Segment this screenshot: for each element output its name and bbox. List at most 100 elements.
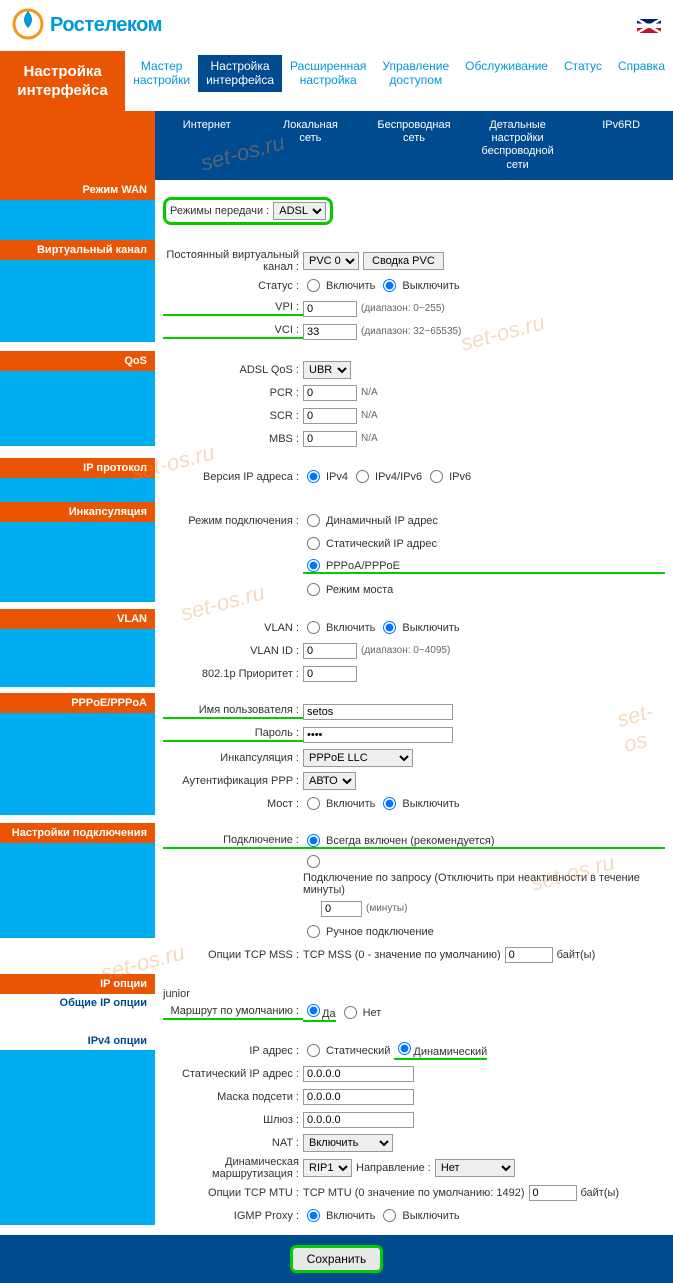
section-ipopt-common: Общие IP опции [0, 994, 155, 1012]
top-tabs: Мастер настройки Настройка интерфейса Ра… [125, 51, 673, 111]
ip-addr-label: IP адрес : [163, 1045, 303, 1057]
footer-bar: Сохранить [0, 1235, 673, 1283]
encap-select[interactable]: PPPoE LLC [303, 749, 413, 767]
priority-label: 802.1p Приоритет : [163, 668, 303, 680]
dyn-ip-radio[interactable] [307, 514, 320, 527]
header: Ростелеком [0, 0, 673, 51]
vlan-id-input[interactable] [303, 643, 357, 659]
ipv4v6-radio[interactable] [356, 470, 369, 483]
encap-label: Инкапсуляция : [163, 752, 303, 764]
ipv6-radio[interactable] [430, 470, 443, 483]
status-enable-radio[interactable] [307, 279, 320, 292]
section-conn: Настройки подключения [0, 823, 155, 843]
pcr-input[interactable] [303, 385, 357, 401]
vlan-disable-radio[interactable] [383, 621, 396, 634]
tab-maintenance[interactable]: Обслуживание [457, 55, 556, 77]
bridge-enable-radio[interactable] [307, 797, 320, 810]
section-ipopt: IP опции [0, 974, 155, 994]
ip-dynamic-radio[interactable] [398, 1042, 411, 1055]
dyn-route-label: Динамическая маршрутизация : [163, 1156, 303, 1180]
main-navigation: Настройка интерфейса Мастер настройки На… [0, 51, 673, 111]
vci-label: VCI : [163, 324, 303, 339]
vpi-input[interactable] [303, 301, 357, 317]
connection-label: Подключение : [163, 834, 303, 849]
pcr-label: PCR : [163, 387, 303, 399]
password-label: Пароль : [163, 727, 303, 742]
username-label: Имя пользователя : [163, 704, 303, 719]
priority-input[interactable] [303, 666, 357, 682]
subtab-wireless-detail[interactable]: Детальные настройки беспроводной сети [466, 111, 570, 180]
igmp-disable-radio[interactable] [383, 1209, 396, 1222]
mask-input[interactable] [303, 1089, 414, 1105]
section-qos: QoS [0, 351, 155, 371]
save-button[interactable]: Сохранить [290, 1245, 384, 1273]
ipv4-radio[interactable] [307, 470, 320, 483]
mask-label: Маска подсети : [163, 1091, 303, 1103]
brand-name: Ростелеком [50, 14, 162, 37]
vci-input[interactable] [303, 324, 357, 340]
igmp-label: IGMP Proxy : [163, 1210, 303, 1222]
pvc-label: Постоянный виртуальный канал : [163, 249, 303, 273]
subtab-lan[interactable]: Локальная сеть [259, 111, 363, 180]
vpi-label: VPI : [163, 301, 303, 316]
static-ip-label: Статический IP адрес : [163, 1068, 303, 1080]
static-ip-input[interactable] [303, 1066, 414, 1082]
logo-icon [12, 8, 50, 43]
rip-select[interactable]: RIP1 [303, 1159, 352, 1177]
scr-label: SCR : [163, 410, 303, 422]
tab-status[interactable]: Статус [556, 55, 610, 77]
scr-input[interactable] [303, 408, 357, 424]
demand-minutes-input[interactable] [321, 901, 362, 917]
active-section-title: Настройка интерфейса [0, 51, 125, 111]
username-input[interactable] [303, 704, 453, 720]
tab-advanced[interactable]: Расширенная настройка [282, 55, 374, 92]
subtab-internet[interactable]: Интернет [155, 111, 259, 180]
def-route-label: Маршрут по умолчанию : [163, 1005, 303, 1020]
tcp-mss-input[interactable] [505, 947, 553, 963]
tcp-mtu-input[interactable] [529, 1185, 577, 1201]
always-on-radio[interactable] [307, 834, 320, 847]
tab-help[interactable]: Справка [610, 55, 673, 77]
pvc-select[interactable]: PVC 0 [303, 252, 359, 270]
tcp-mtu-label: Опции TCP MTU : [163, 1187, 303, 1199]
manual-radio[interactable] [307, 925, 320, 938]
nat-select[interactable]: Включить [303, 1134, 393, 1152]
language-flag-icon[interactable] [637, 19, 661, 33]
route-no-radio[interactable] [344, 1006, 357, 1019]
conn-mode-label: Режим подключения : [163, 515, 303, 527]
subtab-ipv6rd[interactable]: IPv6RD [569, 111, 673, 180]
on-demand-radio[interactable] [307, 855, 320, 868]
vlan-enable-radio[interactable] [307, 621, 320, 634]
pvc-summary-button[interactable]: Сводка PVC [363, 252, 444, 270]
tab-wizard[interactable]: Мастер настройки [125, 55, 198, 92]
section-vlan: VLAN [0, 609, 155, 629]
bridge2-label: Мост : [163, 798, 303, 810]
section-wan: Режим WAN [0, 180, 155, 200]
tab-access[interactable]: Управление доступом [374, 55, 457, 92]
section-ipv4opt: IPv4 опции [0, 1032, 155, 1050]
igmp-enable-radio[interactable] [307, 1209, 320, 1222]
gateway-input[interactable] [303, 1112, 414, 1128]
pppoa-radio[interactable] [307, 559, 320, 572]
bridge-radio[interactable] [307, 583, 320, 596]
direction-select[interactable]: Нет [435, 1159, 515, 1177]
stat-ip-radio[interactable] [307, 537, 320, 550]
bridge-disable-radio[interactable] [383, 797, 396, 810]
tab-interface[interactable]: Настройка интерфейса [198, 55, 282, 92]
transfer-mode-select[interactable]: ADSL [273, 202, 326, 220]
section-vc: Виртуальный канал [0, 240, 155, 260]
status-disable-radio[interactable] [383, 279, 396, 292]
section-encap: Инкапсуляция [0, 502, 155, 522]
tcp-mss-label: Опции TCP MSS : [163, 949, 303, 961]
adsl-qos-select[interactable]: UBR [303, 361, 351, 379]
password-input[interactable] [303, 727, 453, 743]
sub-navigation: Интернет Локальная сеть Беспроводная сет… [0, 111, 673, 180]
vlan-label: VLAN : [163, 622, 303, 634]
nat-label: NAT : [163, 1137, 303, 1149]
ppp-auth-select[interactable]: АВТО [303, 772, 356, 790]
route-yes-radio[interactable] [307, 1004, 320, 1017]
mbs-input[interactable] [303, 431, 357, 447]
subtab-wireless[interactable]: Беспроводная сеть [362, 111, 466, 180]
transfer-mode-label: Режимы передачи : [170, 205, 273, 217]
ip-static-radio[interactable] [307, 1044, 320, 1057]
